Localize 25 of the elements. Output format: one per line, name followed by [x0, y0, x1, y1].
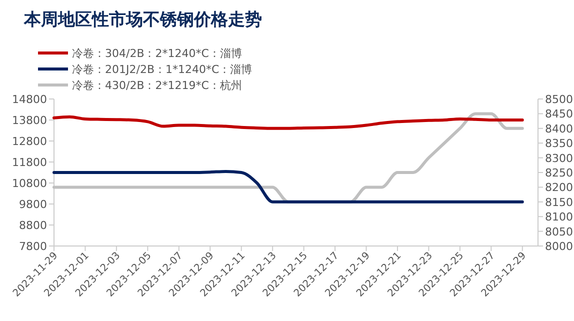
- y2-tick-label: 8200: [545, 181, 573, 194]
- y2-tick-label: 8500: [545, 93, 573, 106]
- y-tick-label: 9800: [19, 198, 47, 211]
- y-tick-label: 7800: [19, 240, 47, 253]
- y-tick-label: 10800: [12, 177, 47, 190]
- line-series: [52, 115, 524, 130]
- legend-label: 冷卷：304/2B：2*1240*C：淄博: [72, 47, 242, 60]
- y-tick-label: 8800: [19, 219, 47, 232]
- y2-tick-label: 8100: [545, 210, 573, 224]
- y2-tick-label: 8050: [545, 225, 573, 238]
- y-tick-label: 11800: [12, 156, 47, 169]
- y2-tick-label: 8300: [545, 152, 573, 165]
- line-series: [52, 170, 524, 204]
- y2-tick-label: 8350: [545, 137, 573, 150]
- chart-title: 本周地区性市场不锈钢价格走势: [23, 10, 262, 30]
- y2-tick-label: 8450: [545, 108, 573, 121]
- legend-label: 冷卷：430/2B：2*1219*C：杭州: [72, 79, 242, 92]
- y2-tick-label: 8400: [545, 122, 573, 136]
- y2-tick-label: 8150: [545, 196, 573, 209]
- y2-tick-label: 8000: [545, 240, 573, 253]
- y-tick-label: 14800: [12, 93, 47, 106]
- legend-label: 冷卷：201J2/2B：1*1240*C：淄博: [72, 63, 252, 76]
- y-tick-label: 13800: [12, 114, 47, 127]
- y2-tick-label: 8250: [545, 166, 573, 180]
- y-tick-label: 12800: [12, 135, 47, 148]
